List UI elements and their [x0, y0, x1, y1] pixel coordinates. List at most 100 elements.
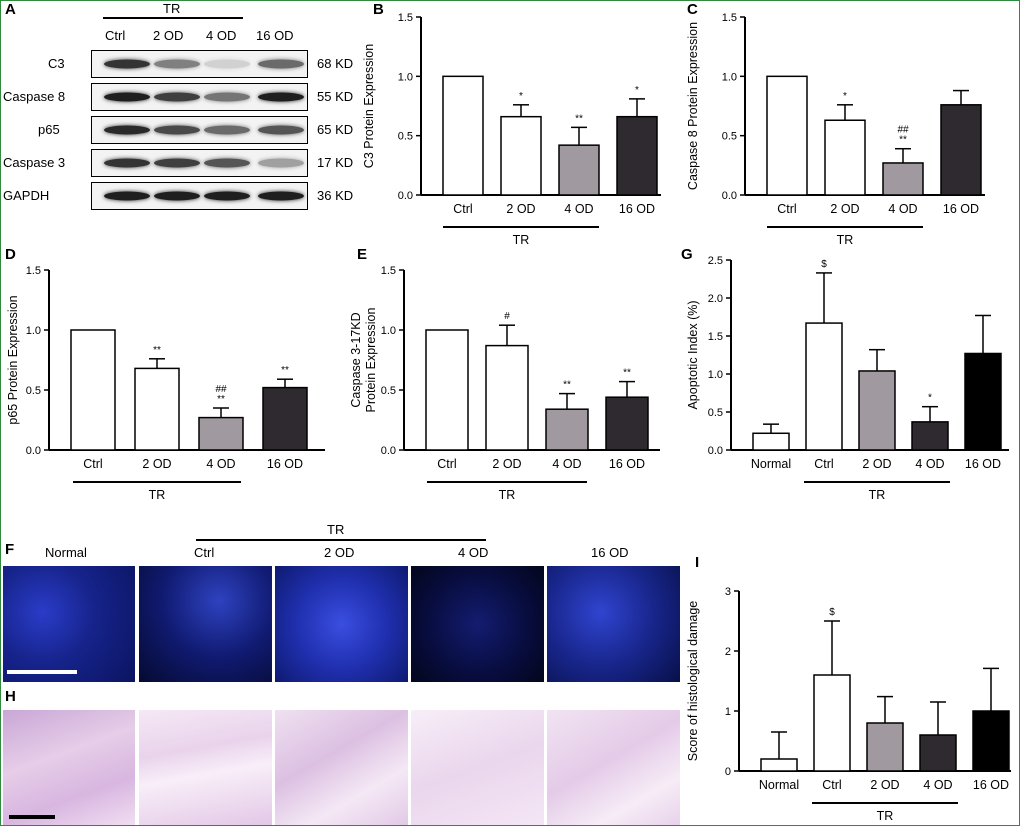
bar	[752, 432, 790, 451]
wb-group-bar	[103, 17, 243, 19]
bar	[70, 329, 116, 451]
wb-band	[154, 125, 200, 135]
bar	[964, 352, 1002, 451]
fluorescence-image-ctrl	[139, 566, 272, 682]
panel-label-h: H	[5, 688, 16, 705]
significance-marker: **	[153, 345, 161, 356]
wb-band-strip	[91, 182, 308, 210]
bar	[198, 416, 244, 451]
x-tick-label: 4 OD	[923, 778, 952, 792]
group-label: TR	[513, 233, 530, 246]
x-tick-label: 4 OD	[564, 202, 593, 216]
y-tick-label: 1.0	[722, 71, 737, 83]
x-tick-label: 2 OD	[492, 457, 521, 471]
significance-marker: *	[843, 91, 847, 102]
y-tick-label: 0.0	[26, 445, 41, 457]
wb-band-strip	[91, 83, 308, 111]
chart-caspase3-expression: 0.0 0.5 1.0 1.5 Caspase 3-17KDProtein Expres…	[349, 265, 660, 502]
wb-size-label: 17 KD	[317, 155, 354, 170]
bar	[545, 408, 589, 451]
x-tick-label: 16 OD	[619, 202, 655, 216]
x-tick-label: 4 OD	[915, 457, 944, 471]
y-tick-label: 0.5	[26, 385, 41, 397]
wb-band	[154, 191, 200, 201]
fluorescence-image-normal	[3, 566, 135, 682]
group-label: TR	[877, 809, 894, 823]
y-tick-label: 0.0	[381, 445, 396, 457]
y-tick-label: 2	[725, 646, 731, 658]
wb-band	[154, 158, 200, 168]
significance-marker: **	[575, 113, 583, 124]
micrograph-column-label: 16 OD	[591, 545, 629, 560]
group-label: TR	[837, 233, 854, 246]
x-tick-label: Ctrl	[777, 202, 796, 216]
bar	[858, 370, 896, 451]
x-tick-label: Ctrl	[437, 457, 456, 471]
wb-protein-label: Caspase 3	[3, 155, 66, 170]
bar	[911, 421, 949, 451]
y-tick-label: 0.5	[708, 407, 723, 419]
chart-caspase8-expression: 0.0 0.5 1.0 1.5 Caspase 8 Protein Expression…	[686, 12, 985, 246]
bar	[919, 734, 957, 772]
wb-band	[204, 125, 250, 135]
bar	[882, 162, 924, 196]
y-axis-label: Apoptotic Index (%)	[686, 300, 700, 409]
x-tick-label: 2 OD	[870, 778, 899, 792]
x-tick-label: 16 OD	[267, 457, 303, 471]
wb-size-label: 36 KD	[317, 188, 354, 203]
wb-band	[154, 59, 200, 69]
x-tick-label: 2 OD	[830, 202, 859, 216]
group-label: TR	[869, 488, 886, 502]
significance-marker: $	[821, 259, 827, 270]
bar	[425, 329, 469, 451]
bar	[805, 322, 843, 451]
micrograph-group-bar	[196, 539, 486, 541]
group-label: TR	[149, 488, 166, 502]
group-label: TR	[499, 488, 516, 502]
y-tick-label: 0	[725, 766, 731, 778]
wb-band	[258, 191, 304, 201]
y-tick-label: 1.0	[26, 325, 41, 337]
y-tick-label: 2.0	[708, 293, 723, 305]
wb-protein-label: C3	[48, 56, 65, 71]
significance-marker: #	[504, 311, 510, 322]
wb-band	[204, 158, 250, 168]
panel-label-c: C	[687, 1, 698, 18]
wb-size-label: 65 KD	[317, 122, 354, 137]
bar	[500, 115, 542, 196]
wb-group-label: TR	[163, 1, 181, 16]
wb-band	[204, 59, 250, 69]
he-image-ctrl	[139, 710, 272, 825]
significance-marker: **	[281, 365, 289, 376]
x-tick-label: 4 OD	[206, 457, 235, 471]
fluorescence-image-2od	[275, 566, 408, 682]
micrograph-column-label: 2 OD	[324, 545, 355, 560]
wb-band	[258, 125, 304, 135]
chart-p65-expression: 0.0 0.5 1.0 1.5 p65 Protein Expression Ctrl **…	[6, 265, 325, 502]
y-tick-label: 1.0	[398, 71, 413, 83]
x-tick-label: 16 OD	[943, 202, 979, 216]
fluorescence-image-4od	[411, 566, 544, 682]
y-axis-label: Score of histological damage	[686, 601, 700, 762]
panel-label-i: I	[695, 554, 700, 571]
panel-label-e: E	[357, 246, 368, 263]
micrograph-column-label: Normal	[45, 545, 87, 560]
panel-label-b: B	[373, 1, 384, 18]
y-tick-label: 0.0	[722, 190, 737, 202]
y-tick-label: 1.5	[708, 331, 723, 343]
x-tick-label: Ctrl	[83, 457, 102, 471]
significance-marker: **	[217, 394, 225, 405]
y-tick-label: 0.5	[722, 131, 737, 143]
bar	[813, 674, 851, 772]
chart-c3-expression: 0.0 0.5 1.0 1.5 C3 Protein Expression Ctrl * 2 …	[362, 12, 661, 246]
panel-label-a: A	[5, 1, 16, 18]
wb-protein-label: Caspase 8	[3, 89, 66, 104]
y-tick-label: 1.5	[722, 12, 737, 24]
bar	[866, 722, 904, 772]
significance-marker: *	[519, 91, 523, 102]
wb-lane-label: 2 OD	[153, 28, 184, 43]
y-axis-label: Caspase 3-17KDProtein Expression	[349, 307, 378, 412]
scale-bar	[7, 670, 77, 674]
y-axis-label-line: Protein Expression	[364, 307, 378, 412]
